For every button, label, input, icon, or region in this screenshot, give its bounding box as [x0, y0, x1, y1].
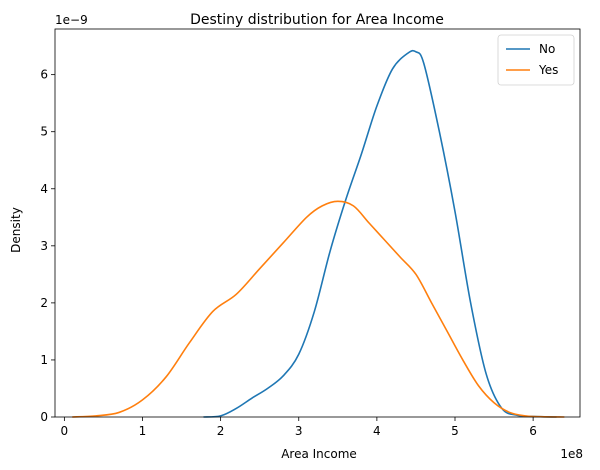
y-tick-label: 5	[40, 125, 48, 139]
legend-box	[497, 34, 575, 86]
x-axis-label: Area Income	[281, 447, 357, 461]
y-tick-label: 3	[40, 239, 48, 253]
chart-title: Destiny distribution for Area Income	[190, 12, 444, 28]
x-tick-label: 5	[451, 424, 459, 438]
x-tick-label: 4	[373, 424, 381, 438]
plot-frame	[54, 28, 581, 418]
x-tick-label: 2	[217, 424, 225, 438]
y-axis-label: Density	[9, 207, 23, 253]
series-line-no	[203, 49, 557, 418]
y-tick-label: 2	[40, 296, 48, 310]
series-line-yes	[72, 200, 565, 418]
y-tick-label: 0	[40, 410, 48, 424]
legend-label-yes: Yes	[538, 63, 558, 77]
y-tick-label: 4	[40, 182, 48, 196]
x-tick-label: 3	[295, 424, 303, 438]
y-tick-label: 6	[40, 68, 48, 82]
x-offset-label: 1e8	[560, 447, 583, 461]
legend-label-no: No	[539, 42, 555, 56]
y-offset-label: 1e−9	[55, 13, 88, 27]
x-tick-label: 6	[529, 424, 537, 438]
x-tick-label: 1	[139, 424, 147, 438]
y-tick-label: 1	[40, 353, 48, 367]
x-tick-label: 0	[61, 424, 69, 438]
